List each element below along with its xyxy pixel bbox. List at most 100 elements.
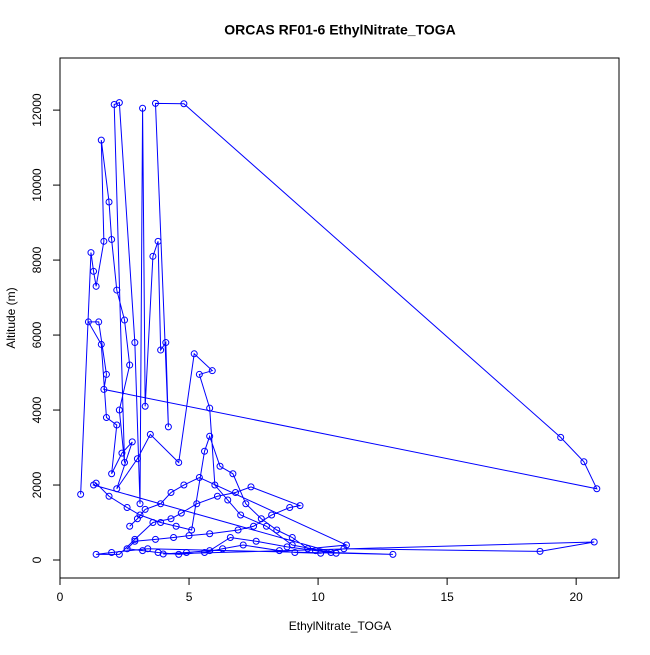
data-point	[250, 522, 258, 530]
data-point	[206, 547, 214, 555]
data-point	[216, 462, 224, 470]
data-point	[84, 318, 92, 326]
data-point	[113, 421, 121, 429]
data-point	[105, 492, 113, 500]
data-point	[206, 530, 214, 538]
data-point	[126, 522, 134, 530]
y-tick-label: 12000	[30, 93, 44, 127]
data-point	[115, 550, 123, 558]
data-point	[149, 519, 157, 527]
data-point	[224, 496, 232, 504]
data-point	[149, 252, 157, 260]
y-axis-label: Altitude (m)	[4, 287, 18, 348]
data-point	[108, 470, 116, 478]
data-point	[100, 385, 108, 393]
data-point	[195, 370, 203, 378]
data-point	[167, 515, 175, 523]
data-point	[87, 249, 95, 257]
data-point	[262, 522, 270, 530]
data-point	[234, 526, 242, 534]
data-point	[247, 483, 255, 491]
data-point	[141, 505, 149, 513]
y-tick-label: 6000	[30, 321, 44, 348]
data-point	[275, 547, 283, 555]
data-point	[252, 537, 260, 545]
data-point	[288, 534, 296, 542]
data-point	[105, 198, 113, 206]
data-point	[115, 406, 123, 414]
x-axis-label: EthylNitrate_TOGA	[289, 619, 391, 633]
data-point	[237, 511, 245, 519]
data-line	[80, 101, 598, 555]
data-point	[121, 316, 129, 324]
data-point	[102, 414, 110, 422]
data-point	[170, 534, 178, 542]
data-point	[190, 350, 198, 358]
x-tick-label: 10	[311, 590, 325, 604]
data-point	[291, 549, 299, 557]
data-point	[151, 535, 159, 543]
data-point	[139, 547, 147, 555]
x-tick-label: 0	[57, 590, 64, 604]
data-point	[226, 534, 234, 542]
data-point	[131, 535, 139, 543]
data-point	[157, 519, 165, 527]
chart-title: ORCAS RF01-6 EthylNitrate_TOGA	[224, 22, 456, 38]
data-point	[182, 549, 190, 557]
data-point	[557, 433, 565, 441]
data-point	[164, 423, 172, 431]
y-tick-label: 10000	[30, 168, 44, 202]
data-point	[213, 492, 221, 500]
data-point	[195, 474, 203, 482]
data-point	[154, 237, 162, 245]
data-point	[102, 370, 110, 378]
data-point	[273, 526, 281, 534]
data-point	[219, 545, 227, 553]
data-point	[139, 104, 147, 112]
data-point	[97, 340, 105, 348]
data-point	[113, 286, 121, 294]
y-tick-label: 0	[30, 556, 44, 563]
y-tick-label: 2000	[30, 471, 44, 498]
data-point	[95, 318, 103, 326]
data-point	[146, 430, 154, 438]
data-point	[123, 545, 131, 553]
data-point	[123, 504, 131, 512]
data-point	[327, 549, 335, 557]
data-point	[133, 455, 141, 463]
data-point	[154, 549, 162, 557]
data-point	[211, 481, 219, 489]
data-point	[311, 547, 319, 555]
data-point	[115, 99, 123, 107]
data-point	[590, 538, 598, 546]
data-point	[580, 458, 588, 466]
data-point	[141, 402, 149, 410]
data-point	[229, 470, 237, 478]
data-point	[177, 509, 185, 517]
data-point	[77, 490, 85, 498]
data-point	[108, 549, 116, 557]
data-point	[113, 485, 121, 493]
data-point	[342, 541, 350, 549]
data-point	[201, 447, 209, 455]
data-point	[172, 522, 180, 530]
y-tick-label: 8000	[30, 246, 44, 273]
data-point	[239, 541, 247, 549]
data-point	[92, 282, 100, 290]
data-point	[332, 549, 340, 557]
data-point	[92, 479, 100, 487]
data-point	[108, 235, 116, 243]
data-point	[193, 500, 201, 508]
data-point	[304, 545, 312, 553]
data-point	[296, 502, 304, 510]
data-point	[157, 346, 165, 354]
x-tick-label: 5	[186, 590, 193, 604]
data-point	[206, 404, 214, 412]
data-point	[185, 532, 193, 540]
data-point	[136, 500, 144, 508]
data-point	[175, 550, 183, 558]
data-point	[175, 459, 183, 467]
data-point	[118, 449, 126, 457]
data-point	[126, 361, 134, 369]
